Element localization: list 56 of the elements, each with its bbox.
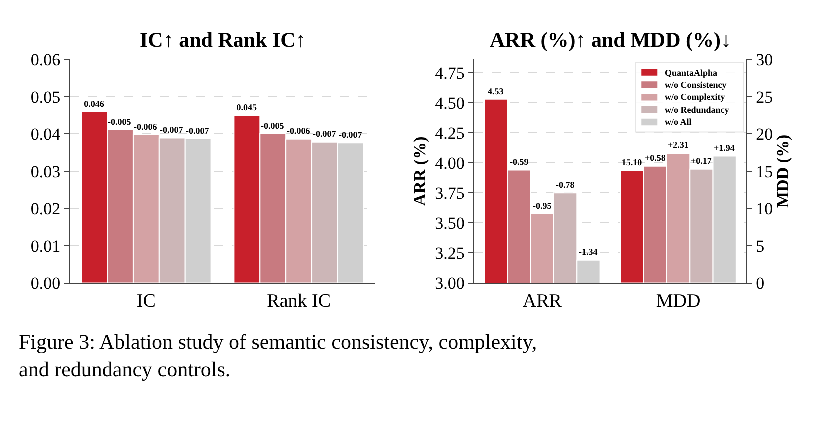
- legend-label: w/o Complexity: [665, 92, 726, 102]
- y-tick-label: 4.75: [435, 64, 465, 83]
- y2-tick-label: 20: [756, 125, 774, 144]
- chart-title: IC↑ and Rank IC↑: [140, 28, 306, 52]
- y2-tick-label: 30: [756, 50, 774, 70]
- y2-tick-label: 5: [756, 236, 765, 256]
- annotation: +1.94: [714, 143, 736, 153]
- y2-tick-label: 15: [756, 162, 774, 182]
- annotation: -0.005: [261, 121, 285, 131]
- y2-tick-label: 0: [756, 274, 765, 294]
- annotation: -0.78: [556, 180, 576, 190]
- y-tick-label: 0.01: [30, 236, 61, 256]
- y-tick-label: 4.25: [435, 124, 465, 143]
- y-tick-label: 3.50: [435, 214, 465, 234]
- y2-tick-label: 25: [756, 88, 774, 107]
- y2-tick-label: 10: [756, 200, 774, 219]
- annotation: -0.007: [339, 130, 363, 140]
- data-label: 0.045: [236, 102, 258, 113]
- y-axis-title: ARR (%): [410, 136, 430, 206]
- chart-title: ARR (%)↑ and MDD (%)↓: [490, 28, 732, 52]
- data-label: 15.10: [622, 158, 643, 168]
- annotation: -0.59: [510, 157, 530, 167]
- x-tick-label: ARR: [522, 291, 562, 312]
- legend-label: QuantaAlpha: [665, 68, 718, 78]
- y-tick-label: 0.05: [30, 88, 61, 107]
- legend-label: w/o Redundancy: [665, 105, 730, 115]
- y-tick-label: 4.00: [435, 154, 465, 173]
- annotation: +0.17: [691, 156, 712, 166]
- y2-axis-title: MDD (%): [774, 134, 793, 208]
- y-tick-label: 3.00: [435, 274, 465, 294]
- annotation: +0.58: [645, 153, 666, 163]
- y-tick-label: 3.75: [435, 184, 465, 204]
- annotation: -0.95: [533, 201, 552, 211]
- x-tick-label: MDD: [656, 291, 701, 312]
- annotation: -0.007: [313, 129, 337, 139]
- annotation: -0.007: [186, 126, 210, 136]
- data-label: 0.046: [84, 98, 105, 109]
- y-tick-label: 0.04: [30, 125, 62, 144]
- y-tick-label: 4.50: [435, 94, 465, 113]
- y-tick-label: 0.02: [30, 200, 61, 219]
- annotation: -0.007: [160, 125, 184, 135]
- y-tick-label: 0.03: [30, 162, 61, 182]
- data-label: 4.53: [488, 86, 504, 96]
- x-tick-label: IC: [136, 291, 156, 312]
- x-tick-label: Rank IC: [267, 291, 331, 312]
- annotation: +2.31: [668, 140, 690, 150]
- legend-label: w/o All: [665, 117, 692, 127]
- caption: Figure 3: Ablation study of semantic consistency, complexity, and redundancy controls.: [19, 330, 538, 382]
- legend-label: w/o Consistency: [665, 80, 728, 90]
- y-tick-label: 0.00: [30, 274, 61, 294]
- annotation: -1.34: [579, 247, 598, 257]
- annotation: -0.005: [108, 117, 132, 127]
- y-tick-label: 0.06: [30, 50, 61, 70]
- y-tick-label: 3.25: [435, 244, 465, 264]
- annotation: -0.006: [134, 122, 158, 132]
- annotation: -0.006: [287, 126, 311, 136]
